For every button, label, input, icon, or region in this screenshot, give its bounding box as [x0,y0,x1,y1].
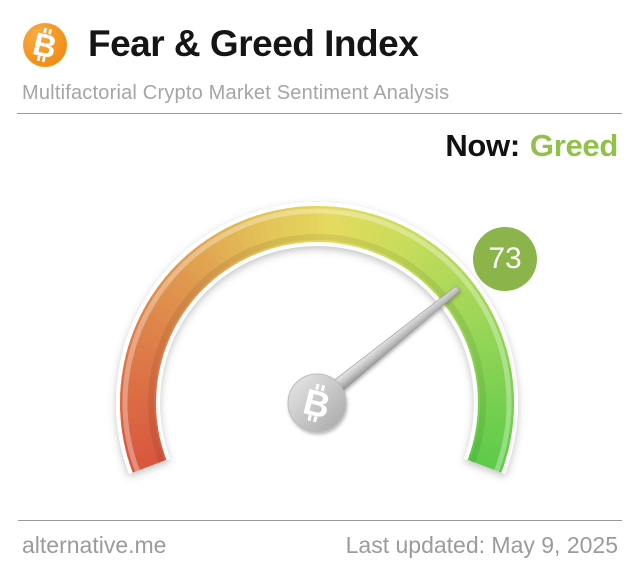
footer-divider [18,520,622,521]
brand-link[interactable]: alternative.me [22,532,167,558]
bitcoin-logo-icon: B [23,23,67,67]
sentiment-value: Greed [529,128,618,163]
header-divider [17,113,622,114]
last-updated: Last updated: May 9, 2025 [345,532,618,558]
subtitle: Multifactorial Crypto Market Sentiment A… [22,82,450,104]
page-title: Fear & Greed Index [88,23,419,64]
now-label: Now: [445,128,520,163]
current-sentiment: Now: Greed [445,128,618,164]
gauge-value-badge: 73 [473,227,537,291]
gauge-value: 73 [488,242,522,275]
